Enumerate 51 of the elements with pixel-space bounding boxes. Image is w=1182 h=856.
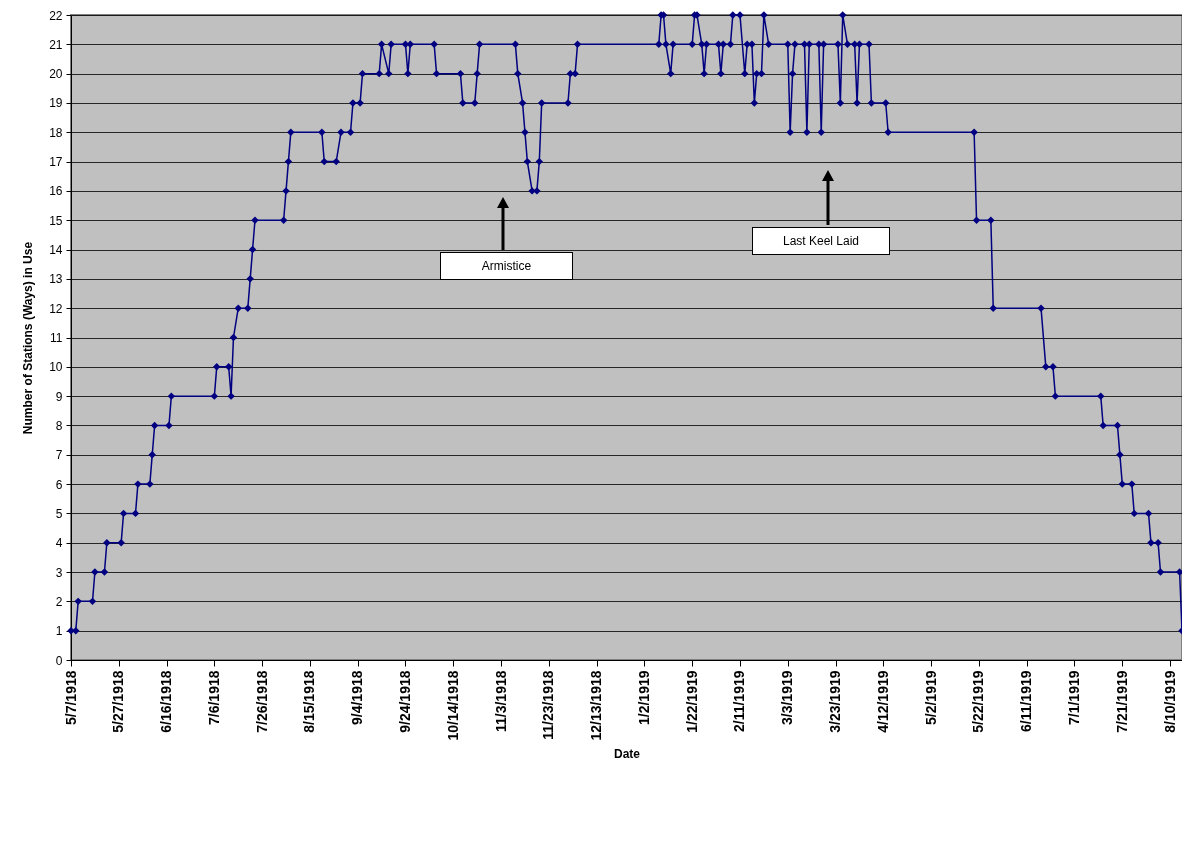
x-tick-label: 5/7/1918 — [62, 670, 79, 725]
x-tick-label: 7/26/1918 — [253, 670, 270, 733]
x-tick-label: 7/6/1918 — [205, 670, 222, 725]
y-tick-label: 11 — [50, 331, 63, 345]
x-tick-label: 5/27/1918 — [110, 670, 127, 733]
x-tick-label: 10/14/1918 — [444, 670, 461, 741]
x-tick-label: 7/1/1919 — [1065, 670, 1082, 725]
y-axis-title: Number of Stations (Ways) in Use — [21, 241, 36, 435]
x-tick-label: 8/10/1919 — [1161, 670, 1178, 733]
label-box: Last Keel Laid — [752, 227, 890, 255]
x-tick-label: 7/21/1919 — [1113, 670, 1130, 733]
x-tick-label: 9/24/1918 — [396, 670, 413, 733]
y-tick-label: 13 — [49, 272, 63, 287]
x-axis-title: Date — [613, 746, 641, 761]
y-tick-label: 9 — [55, 389, 63, 404]
x-tick-label: 1/2/1919 — [635, 670, 652, 725]
y-tick-label: 17 — [49, 155, 63, 170]
y-tick-label: 10 — [49, 360, 63, 375]
x-tick-label: 4/12/1919 — [874, 670, 891, 733]
x-tick-label: 5/2/1919 — [922, 670, 939, 725]
y-tick-label: 21 — [49, 37, 63, 52]
y-tick-label: 16 — [49, 184, 63, 199]
y-tick-label: 19 — [49, 96, 63, 111]
x-tick-label: 8/15/1918 — [301, 670, 318, 733]
x-tick-label: 12/13/1918 — [588, 670, 605, 741]
y-tick-label: 4 — [55, 536, 63, 551]
x-tick-label: 3/3/1919 — [779, 670, 796, 725]
y-tick-label: 18 — [49, 125, 63, 140]
x-tick-label: 11/23/1918 — [540, 670, 557, 740]
y-tick-label: 8 — [55, 418, 63, 433]
y-tick-label: 3 — [55, 565, 63, 580]
y-tick-label: 0 — [55, 653, 63, 668]
y-tick-label: 20 — [49, 67, 63, 82]
x-tick-label: 5/22/1919 — [970, 670, 987, 733]
y-tick-label: 2 — [55, 594, 63, 609]
y-tick-label: 14 — [49, 243, 63, 258]
label-box: Armistice — [440, 252, 573, 280]
y-tick-label: 7 — [55, 448, 63, 463]
x-tick-label: 6/11/1919 — [1018, 670, 1035, 733]
x-tick-label: 1/22/1919 — [683, 670, 700, 733]
y-tick-label: 15 — [49, 213, 63, 228]
x-tick-label: 2/11/1919 — [731, 670, 748, 733]
x-tick-label: 11/3/1918 — [492, 670, 509, 733]
x-tick-label: 3/23/1919 — [827, 670, 844, 733]
y-tick-label: 22 — [49, 8, 63, 23]
y-tick-label: 12 — [49, 301, 63, 316]
x-tick-label: 6/16/1918 — [158, 670, 175, 733]
y-tick-label: 1 — [55, 624, 63, 639]
y-tick-label: 5 — [55, 506, 63, 521]
y-tick-label: 6 — [55, 477, 63, 492]
x-tick-label: 9/4/1918 — [349, 670, 366, 725]
